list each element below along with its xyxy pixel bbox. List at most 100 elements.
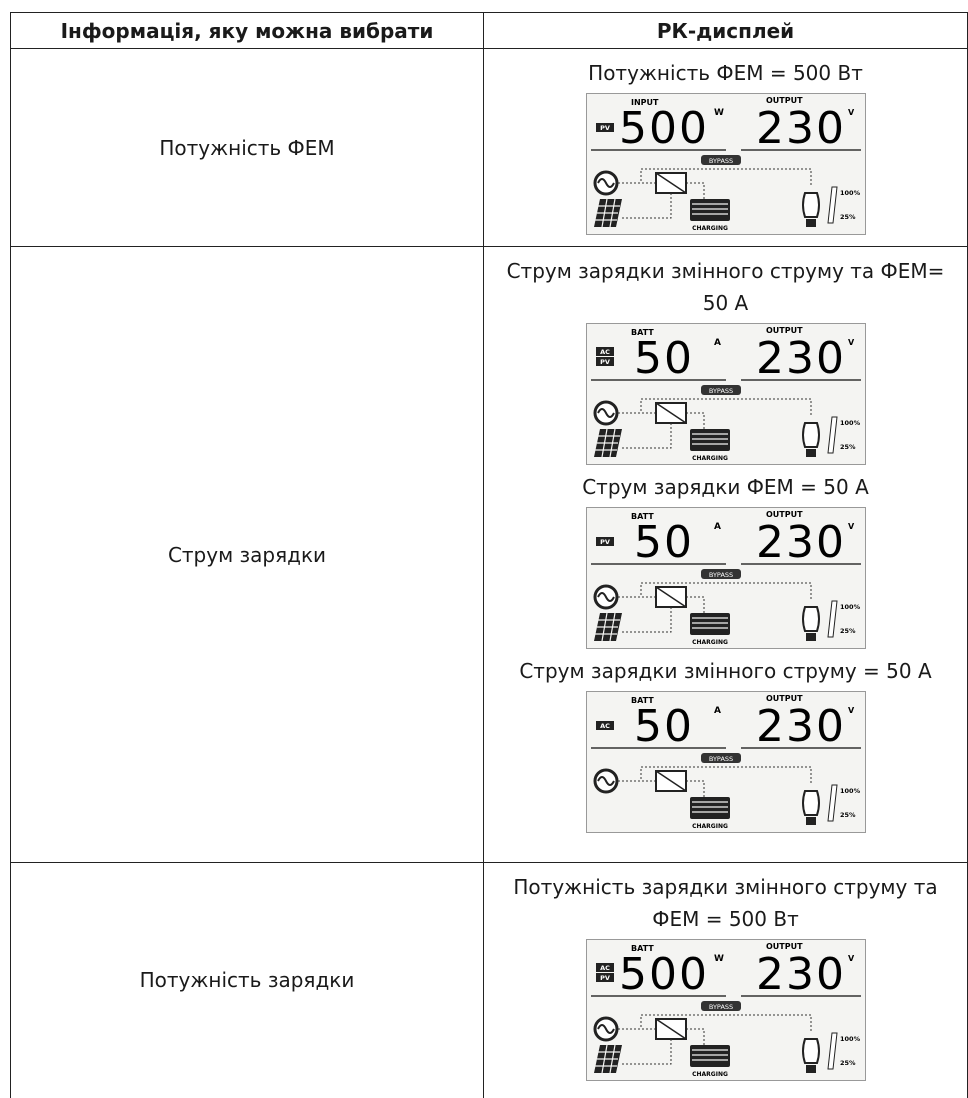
display-caption: Потужність ФЕМ = 500 Вт bbox=[588, 61, 863, 85]
lcd-label: BATT bbox=[631, 944, 654, 953]
source-icon-label: AC bbox=[600, 964, 610, 972]
load-low: 25% bbox=[840, 811, 856, 819]
bulb-base bbox=[805, 817, 816, 825]
item-cell: Струм зарядки bbox=[10, 246, 484, 863]
lcd-output-value: 230 bbox=[756, 517, 846, 568]
flow-line bbox=[640, 582, 811, 599]
bypass-box bbox=[700, 753, 741, 763]
flow-line bbox=[640, 168, 811, 185]
flow-line bbox=[617, 596, 704, 613]
display-cell: Струм зарядки змінного струму та ФЕМ= 50… bbox=[483, 246, 968, 863]
battery bbox=[689, 613, 730, 635]
display-caption: Струм зарядки змінного струму = 50 А bbox=[519, 659, 932, 683]
lcd-output-value: 230 bbox=[756, 103, 846, 154]
inverter-slash bbox=[655, 172, 686, 194]
lcd-output-unit: V bbox=[848, 954, 855, 963]
lcd-output-label: OUTPUT bbox=[766, 326, 803, 335]
inverter-slash bbox=[655, 770, 686, 792]
solar-grid bbox=[594, 198, 620, 228]
ac-wave bbox=[596, 1024, 615, 1034]
load-low: 25% bbox=[840, 627, 856, 635]
lcd-output-unit: V bbox=[848, 338, 855, 347]
load-high: 100% bbox=[840, 787, 861, 795]
flow-line bbox=[621, 607, 671, 633]
battery bbox=[689, 429, 730, 451]
bypass-label: BYPASS bbox=[708, 755, 732, 763]
bulb-base bbox=[805, 219, 816, 227]
lcd-output-value: 230 bbox=[756, 701, 846, 752]
lcd-value: 50 bbox=[634, 701, 694, 752]
load-low: 25% bbox=[840, 213, 856, 221]
flow-line bbox=[640, 1014, 811, 1031]
flow-line bbox=[621, 1039, 671, 1065]
battery-bars bbox=[691, 801, 728, 813]
lcd-label: INPUT bbox=[631, 98, 659, 107]
lcd-label: BATT bbox=[631, 512, 654, 521]
charging-label: CHARGING bbox=[692, 455, 728, 462]
display-cell: Потужність ФЕМ = 500 Вт PV INPUT 500 W OUTPUT… bbox=[483, 48, 968, 247]
solar-grid bbox=[594, 1044, 620, 1074]
load-high: 100% bbox=[840, 1035, 861, 1043]
flow-line bbox=[617, 1028, 704, 1045]
load-low: 25% bbox=[840, 443, 856, 451]
table-row: Струм зарядки Струм зарядки змінного стру… bbox=[10, 246, 968, 863]
lcd-output-label: OUTPUT bbox=[766, 694, 803, 703]
load-high: 100% bbox=[840, 419, 861, 427]
bypass-box bbox=[700, 569, 741, 579]
load-bulb bbox=[801, 790, 820, 816]
lcd-output-label: OUTPUT bbox=[766, 510, 803, 519]
solar-grid bbox=[594, 428, 620, 458]
source-icon bbox=[595, 347, 614, 356]
bypass-box bbox=[700, 1001, 741, 1011]
flow-line bbox=[621, 423, 671, 449]
battery-bars bbox=[691, 617, 728, 629]
bypass-label: BYPASS bbox=[708, 571, 732, 579]
bypass-box bbox=[700, 155, 741, 165]
flow-line bbox=[640, 766, 811, 783]
flow-line bbox=[617, 412, 704, 429]
bypass-box bbox=[700, 385, 741, 395]
flow-line bbox=[640, 398, 811, 415]
flow-line bbox=[617, 182, 704, 199]
lcd-output-label: OUTPUT bbox=[766, 96, 803, 105]
source-icon bbox=[595, 537, 614, 546]
lcd-output-label: OUTPUT bbox=[766, 942, 803, 951]
load-meter bbox=[826, 1032, 838, 1070]
source-icon-label: PV bbox=[600, 974, 610, 982]
info-table: Інформація, яку можна вибрати РК-дисплей… bbox=[10, 12, 968, 1098]
bulb-base bbox=[805, 1065, 816, 1073]
source-icon bbox=[595, 123, 614, 132]
load-meter bbox=[826, 416, 838, 454]
display-cell: Потужність зарядки змінного струму та ФЕ… bbox=[483, 862, 968, 1098]
flow-line bbox=[621, 193, 671, 219]
header-cell: Інформація, яку можна вибрати bbox=[10, 12, 484, 49]
display-caption: Струм зарядки змінного струму та ФЕМ= 50… bbox=[506, 259, 945, 315]
display-caption: Потужність зарядки змінного струму та ФЕ… bbox=[513, 875, 938, 931]
bulb-base bbox=[805, 449, 816, 457]
lcd-unit: A bbox=[714, 522, 721, 532]
charging-label: CHARGING bbox=[692, 225, 728, 232]
lcd-unit: W bbox=[714, 108, 724, 118]
bypass-label: BYPASS bbox=[708, 157, 732, 165]
load-high: 100% bbox=[840, 189, 861, 197]
lcd-label: BATT bbox=[631, 328, 654, 337]
charging-label: CHARGING bbox=[692, 823, 728, 830]
lcd-output-unit: V bbox=[848, 706, 855, 715]
source-icon bbox=[595, 973, 614, 982]
load-bulb bbox=[801, 422, 820, 448]
inverter-slash bbox=[655, 586, 686, 608]
header-row: Інформація, яку можна вибрати РК-дисплей bbox=[10, 12, 968, 49]
inverter-slash bbox=[655, 1018, 686, 1040]
table-row: Потужність ФЕМ Потужність ФЕМ = 500 Вт PV I… bbox=[10, 48, 968, 247]
lcd-output-value: 230 bbox=[756, 949, 846, 1000]
load-bulb bbox=[801, 606, 820, 632]
lcd-output-unit: V bbox=[848, 522, 855, 531]
charging-label: CHARGING bbox=[692, 639, 728, 646]
bulb-base bbox=[805, 633, 816, 641]
lcd-unit: A bbox=[714, 706, 721, 716]
lcd-output-unit: V bbox=[848, 108, 855, 117]
